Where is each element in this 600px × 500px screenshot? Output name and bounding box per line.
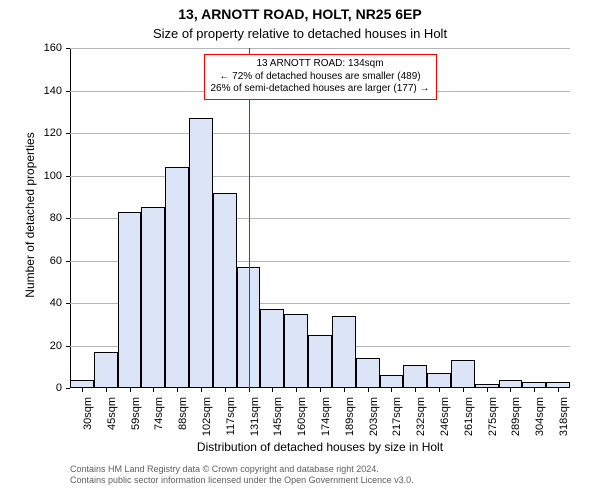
xtick-label: 246sqm	[439, 397, 451, 457]
gridline	[70, 133, 570, 134]
callout-line3: 26% of semi-detached houses are larger (…	[211, 83, 430, 96]
xtick-mark	[415, 388, 416, 392]
xtick-mark	[487, 388, 488, 392]
xtick-label: 318sqm	[558, 397, 570, 457]
bar	[427, 373, 451, 388]
bar	[70, 380, 94, 389]
bar	[141, 207, 165, 388]
xtick-mark	[225, 388, 226, 392]
attribution-line2: Contains public sector information licen…	[70, 475, 590, 486]
gridline	[70, 176, 570, 177]
bar	[213, 193, 237, 389]
ytick-label: 80	[26, 212, 62, 224]
bar	[332, 316, 356, 388]
attribution-line1: Contains HM Land Registry data © Crown c…	[70, 464, 590, 475]
xtick-mark	[296, 388, 297, 392]
bar	[308, 335, 332, 388]
ytick-mark	[66, 346, 70, 347]
xtick-mark	[463, 388, 464, 392]
bar	[451, 360, 475, 388]
xtick-label: 304sqm	[534, 397, 546, 457]
xtick-label: 30sqm	[82, 397, 94, 457]
ytick-label: 20	[26, 340, 62, 352]
xtick-mark	[249, 388, 250, 392]
bar	[118, 212, 142, 388]
chart-subtitle: Size of property relative to detached ho…	[0, 26, 600, 41]
xtick-mark	[106, 388, 107, 392]
ytick-label: 160	[26, 42, 62, 54]
xtick-label: 189sqm	[344, 397, 356, 457]
xtick-mark	[177, 388, 178, 392]
bar	[499, 380, 523, 389]
xtick-mark	[391, 388, 392, 392]
gridline	[70, 48, 570, 49]
xtick-label: 160sqm	[296, 397, 308, 457]
xtick-label: 59sqm	[130, 397, 142, 457]
ytick-mark	[66, 133, 70, 134]
bar	[260, 309, 284, 388]
bar	[380, 375, 404, 388]
xtick-mark	[130, 388, 131, 392]
ytick-label: 60	[26, 255, 62, 267]
xtick-mark	[558, 388, 559, 392]
xtick-label: 203sqm	[368, 397, 380, 457]
xtick-mark	[368, 388, 369, 392]
bar	[356, 358, 380, 388]
xtick-label: 131sqm	[249, 397, 261, 457]
xtick-label: 275sqm	[487, 397, 499, 457]
callout-box: 13 ARNOTT ROAD: 134sqm← 72% of detached …	[204, 54, 437, 100]
ytick-mark	[66, 48, 70, 49]
ytick-mark	[66, 91, 70, 92]
xtick-label: 289sqm	[510, 397, 522, 457]
ytick-mark	[66, 261, 70, 262]
callout-line1: 13 ARNOTT ROAD: 134sqm	[211, 58, 430, 71]
xtick-mark	[201, 388, 202, 392]
ytick-label: 0	[26, 382, 62, 394]
xtick-mark	[153, 388, 154, 392]
xtick-label: 217sqm	[391, 397, 403, 457]
ytick-label: 140	[26, 85, 62, 97]
xtick-mark	[510, 388, 511, 392]
xtick-mark	[439, 388, 440, 392]
callout-line2: ← 72% of detached houses are smaller (48…	[211, 71, 430, 84]
chart-title: 13, ARNOTT ROAD, HOLT, NR25 6EP	[0, 6, 600, 22]
ytick-mark	[66, 303, 70, 304]
xtick-label: 145sqm	[272, 397, 284, 457]
bar	[165, 167, 189, 388]
bar	[284, 314, 308, 388]
bar	[189, 118, 213, 388]
ytick-mark	[66, 176, 70, 177]
xtick-label: 45sqm	[106, 397, 118, 457]
xtick-label: 261sqm	[463, 397, 475, 457]
ytick-label: 100	[26, 170, 62, 182]
bar	[94, 352, 118, 388]
xtick-mark	[272, 388, 273, 392]
xtick-mark	[534, 388, 535, 392]
chart-plot-area: 13 ARNOTT ROAD: 134sqm← 72% of detached …	[70, 48, 570, 388]
xtick-mark	[82, 388, 83, 392]
xtick-label: 117sqm	[225, 397, 237, 457]
xtick-mark	[344, 388, 345, 392]
ytick-mark	[66, 218, 70, 219]
ytick-label: 40	[26, 297, 62, 309]
xtick-label: 174sqm	[320, 397, 332, 457]
bar	[403, 365, 427, 388]
ytick-label: 120	[26, 127, 62, 139]
xtick-mark	[320, 388, 321, 392]
attribution-text: Contains HM Land Registry data © Crown c…	[70, 464, 590, 487]
ytick-mark	[66, 388, 70, 389]
xtick-label: 74sqm	[153, 397, 165, 457]
xtick-label: 102sqm	[201, 397, 213, 457]
xtick-label: 88sqm	[177, 397, 189, 457]
xtick-label: 232sqm	[415, 397, 427, 457]
